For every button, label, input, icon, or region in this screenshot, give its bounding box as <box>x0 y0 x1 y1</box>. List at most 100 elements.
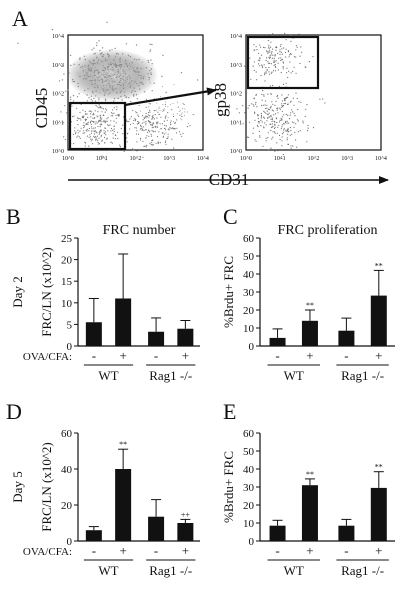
flow-event-dot <box>118 75 120 78</box>
y-tick-label: 0 <box>67 341 73 353</box>
flow-event-dot <box>135 119 137 121</box>
flow-event-dot <box>90 71 92 74</box>
flow-event-dot <box>145 124 147 126</box>
flow-event-dot <box>95 57 98 59</box>
flow-event-dot <box>109 69 112 72</box>
flow-plot-gp38-cd31: 10^010^110^210^310^4 10^0 10^1 10^2 10^3 10^… <box>211 32 387 162</box>
flow-event-dot <box>279 51 281 53</box>
flow-event-dot <box>257 59 259 61</box>
flow-event-dot <box>275 118 278 120</box>
bar <box>115 469 132 541</box>
y-tick-label: 40 <box>243 464 255 476</box>
flow-event-dot <box>274 123 276 125</box>
flow-event-dot <box>129 86 131 89</box>
flow-event-dot <box>74 130 76 132</box>
flow-event-dot <box>103 121 105 123</box>
flow-event-dot <box>148 111 150 114</box>
treatment-sign: - <box>154 348 158 363</box>
flow-event-dot <box>282 105 284 107</box>
flow-event-dot <box>112 90 114 92</box>
flow-event-dot <box>121 82 124 84</box>
flow-event-dot <box>116 64 118 67</box>
flow-event-dot <box>91 83 93 86</box>
flow-event-dot <box>64 105 66 107</box>
flow-event-dot <box>140 67 142 70</box>
flow-event-dot <box>268 112 270 114</box>
flow-event-dot <box>255 103 257 105</box>
flow-event-dot <box>104 80 107 83</box>
flow-event-dot <box>117 97 119 100</box>
flow-event-dot <box>154 130 156 132</box>
flow-event-dot <box>128 71 131 74</box>
flow-x-tick-label: 10^1 <box>274 156 286 162</box>
flow-event-dot <box>76 74 79 77</box>
flow-event-dot <box>95 90 97 92</box>
flow-event-dot <box>108 58 110 61</box>
flow-event-dot <box>149 120 151 122</box>
flow-event-dot <box>285 129 287 131</box>
flow-event-dot <box>285 130 287 132</box>
flow-event-dot <box>130 91 133 94</box>
flow-event-dot <box>121 78 123 80</box>
flow-event-dot <box>78 72 81 75</box>
flow-event-dot <box>265 71 267 73</box>
flow-event-dot <box>136 98 139 100</box>
flow-y-tick-label: 10^4 <box>230 34 242 40</box>
flow-event-dot <box>87 80 90 83</box>
flow-event-dot <box>178 111 180 113</box>
flow-event-dot <box>271 117 273 119</box>
flow-event-dot <box>287 94 289 96</box>
treatment-sign: - <box>275 348 279 363</box>
flow-event-dot <box>77 85 79 88</box>
flow-event-dot <box>93 97 95 100</box>
flow-event-dot <box>142 126 144 128</box>
flow-event-dot <box>129 118 131 120</box>
flow-event-dot <box>148 78 150 80</box>
flow-event-dot <box>150 124 152 126</box>
flow-event-dot <box>125 77 127 79</box>
panel-title: FRC number <box>103 223 176 238</box>
flow-event-dot <box>291 121 294 123</box>
flow-event-dot <box>283 103 285 105</box>
flow-event-dot <box>158 106 160 108</box>
flow-event-dot <box>112 137 114 139</box>
flow-event-dot <box>90 70 93 72</box>
flow-event-dot <box>259 135 261 137</box>
flow-event-dot <box>293 66 295 68</box>
flow-event-dot <box>51 28 54 31</box>
flow-event-dot <box>122 87 125 90</box>
flow-event-dot <box>268 62 270 65</box>
flow-event-dot <box>270 115 272 117</box>
flow-event-dot <box>242 105 244 107</box>
flow-event-dot <box>126 83 128 85</box>
flow-event-dot <box>139 128 142 130</box>
flow-event-dot <box>111 48 113 51</box>
flow-event-dot <box>117 137 119 140</box>
flow-event-dot <box>94 63 96 66</box>
flow-event-dot <box>134 118 136 120</box>
flow-event-dot <box>124 73 126 75</box>
flow-event-dot <box>258 52 260 55</box>
flow-event-dot <box>273 61 275 63</box>
flow-event-dot <box>82 115 84 118</box>
flow-event-dot <box>93 136 96 138</box>
flow-event-dot <box>272 103 274 105</box>
flow-event-dot <box>120 81 122 84</box>
flow-event-dot <box>285 120 287 122</box>
flow-event-dot <box>89 110 91 112</box>
flow-event-dot <box>149 122 151 124</box>
bar <box>177 523 194 541</box>
flow-event-dot <box>89 75 91 78</box>
flow-event-dot <box>300 101 302 103</box>
flow-event-dot <box>244 112 246 114</box>
flow-event-dot <box>250 78 252 80</box>
flow-event-dot <box>265 137 267 139</box>
flow-event-dot <box>114 138 116 140</box>
flow-event-dot <box>305 108 307 110</box>
flow-event-dot <box>85 129 87 131</box>
flow-event-dot <box>95 67 98 69</box>
condition-label: OVA/CFA: <box>23 351 72 363</box>
flow-event-dot <box>138 121 140 123</box>
treatment-sign: + <box>375 543 382 558</box>
flow-event-dot <box>273 60 275 62</box>
